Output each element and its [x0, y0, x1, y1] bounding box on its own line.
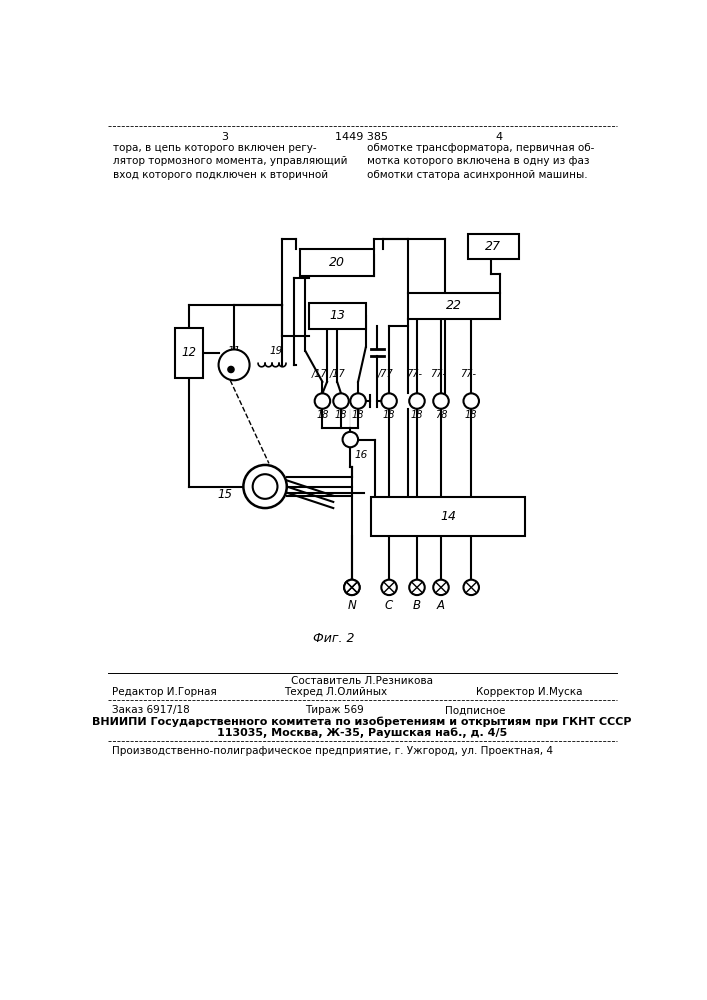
Text: Редактор И.Горная: Редактор И.Горная — [112, 687, 216, 697]
Text: 18: 18 — [335, 410, 347, 420]
Circle shape — [344, 580, 360, 595]
Text: 14: 14 — [440, 510, 456, 523]
Text: 16: 16 — [354, 450, 368, 460]
Text: C: C — [385, 599, 393, 612]
Circle shape — [351, 393, 366, 409]
Text: 19: 19 — [269, 346, 283, 356]
Text: 1449 385: 1449 385 — [335, 132, 388, 142]
Circle shape — [333, 393, 349, 409]
Circle shape — [243, 465, 287, 508]
Bar — [175, 328, 203, 378]
Circle shape — [343, 432, 358, 447]
Text: Производственно-полиграфическое предприятие, г. Ужгород, ул. Проектная, 4: Производственно-полиграфическое предприя… — [112, 746, 553, 756]
Bar — [468, 234, 518, 259]
Text: 3: 3 — [221, 132, 228, 142]
Text: 20: 20 — [329, 256, 345, 269]
Text: Техред Л.Олийных: Техред Л.Олийных — [284, 687, 387, 697]
Text: 18: 18 — [316, 410, 329, 420]
Text: 113035, Москва, Ж-35, Раушская наб., д. 4/5: 113035, Москва, Ж-35, Раушская наб., д. … — [217, 728, 507, 738]
Bar — [300, 249, 373, 276]
Circle shape — [218, 349, 250, 380]
Text: 18: 18 — [352, 410, 364, 420]
Text: 15: 15 — [218, 488, 233, 501]
Circle shape — [228, 366, 234, 373]
Text: 13: 13 — [329, 309, 346, 322]
Text: 77-: 77- — [430, 369, 446, 379]
Text: 18: 18 — [411, 410, 423, 420]
Text: Тираж 569: Тираж 569 — [305, 705, 364, 715]
Circle shape — [409, 580, 425, 595]
Text: B: B — [413, 599, 421, 612]
Text: 11: 11 — [228, 346, 240, 356]
Text: 77-: 77- — [460, 369, 476, 379]
Text: 12: 12 — [182, 346, 197, 359]
Text: ВНИИПИ Государственного комитета по изобретениям и открытиям при ГКНТ СССР: ВНИИПИ Государственного комитета по изоб… — [92, 717, 631, 727]
Text: 77-: 77- — [406, 369, 422, 379]
Text: Подписное: Подписное — [445, 705, 506, 715]
Circle shape — [344, 580, 360, 595]
Bar — [409, 293, 500, 319]
Text: Фиг. 2: Фиг. 2 — [313, 632, 355, 645]
Text: 18: 18 — [382, 410, 395, 420]
Text: /17: /17 — [312, 369, 327, 379]
Bar — [309, 303, 366, 329]
Text: 4: 4 — [496, 132, 503, 142]
Text: /77: /77 — [378, 369, 394, 379]
Text: 78: 78 — [435, 410, 448, 420]
Text: тора, в цепь которого включен регу-
лятор тормозного момента, управляющий
вход к: тора, в цепь которого включен регу- лято… — [113, 143, 348, 180]
Text: 18: 18 — [465, 410, 477, 420]
Circle shape — [252, 474, 277, 499]
Text: A: A — [437, 599, 445, 612]
Text: Корректор И.Муска: Корректор И.Муска — [476, 687, 583, 697]
Text: 27: 27 — [485, 240, 501, 253]
Circle shape — [464, 393, 479, 409]
Circle shape — [433, 580, 449, 595]
Circle shape — [433, 393, 449, 409]
Text: Заказ 6917/18: Заказ 6917/18 — [112, 705, 189, 715]
Circle shape — [464, 580, 479, 595]
Text: Составитель Л.Резникова: Составитель Л.Резникова — [291, 676, 433, 686]
Bar — [371, 497, 525, 536]
Circle shape — [381, 393, 397, 409]
Text: /17: /17 — [330, 369, 346, 379]
Circle shape — [409, 393, 425, 409]
Text: N: N — [348, 599, 356, 612]
Text: обмотке трансформатора, первичная об-
мотка которого включена в одну из фаз
обмо: обмотке трансформатора, первичная об- мо… — [368, 143, 595, 180]
Text: 22: 22 — [446, 299, 462, 312]
Circle shape — [315, 393, 330, 409]
Circle shape — [381, 580, 397, 595]
